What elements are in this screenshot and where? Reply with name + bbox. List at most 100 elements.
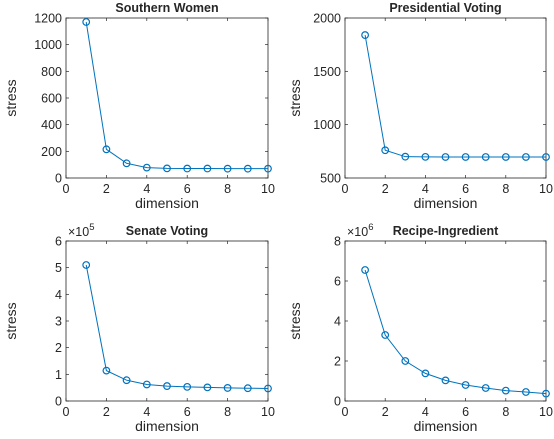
y-tick-label: 6: [334, 275, 341, 289]
x-tick-label: 0: [342, 405, 349, 419]
chart-panel: 0 2 4 6 8 10 500 1000 1500 2000 Presidential Votin…: [287, 1, 553, 211]
data-point: [361, 266, 370, 274]
x-tick-label: 2: [103, 182, 110, 196]
data-point: [203, 164, 212, 173]
data-point: [401, 152, 410, 161]
x-tick-label: 8: [502, 182, 509, 196]
chart-title: Senate Voting: [126, 224, 208, 238]
y-axis-label: stress: [287, 302, 303, 339]
y-axis-label: stress: [287, 79, 303, 116]
axes-frame: [65, 240, 269, 402]
data-point: [122, 376, 131, 385]
x-axis-label: dimension: [135, 195, 199, 211]
y-tick-label: 0: [334, 395, 341, 409]
x-tick-label: 8: [224, 405, 231, 419]
y-tick-label: 5: [55, 261, 62, 275]
data-point: [163, 164, 171, 173]
data-point: [461, 153, 470, 161]
data-point: [501, 153, 510, 161]
x-tick-label: 6: [184, 405, 191, 419]
x-tick-label: 6: [462, 182, 469, 196]
data-point: [461, 381, 470, 389]
y-tick-label: 4: [55, 288, 62, 302]
y-tick-label: 6: [55, 235, 62, 249]
y-tick-label: 500: [320, 172, 341, 186]
chart-panel: 0 2 4 6 8 10 0 1 2 3 4 5 6 ×105 Senate Voting dimension…: [3, 222, 275, 434]
data-point: [82, 18, 91, 26]
axes-frame: [344, 17, 547, 179]
axis-exponent-power: 6: [368, 222, 373, 233]
x-tick-label: 8: [224, 182, 231, 196]
chart-panel: 0 2 4 6 8 10 0 2 4 6 8 ×106 Recipe-Ingredient dimensi…: [287, 222, 553, 434]
x-tick-label: 0: [63, 182, 70, 196]
y-tick-label: 2: [334, 355, 341, 369]
x-axis-label: dimension: [414, 195, 478, 211]
axis-exponent: ×105: [68, 222, 95, 239]
x-tick-label: 4: [422, 405, 429, 419]
y-axis-label: stress: [3, 302, 19, 339]
data-point: [542, 153, 550, 161]
data-point: [264, 164, 272, 173]
y-tick-label: 0: [55, 172, 62, 186]
x-axis-label: dimension: [135, 418, 199, 434]
x-tick-label: 10: [261, 182, 275, 196]
x-tick-label: 4: [143, 182, 150, 196]
data-point: [243, 384, 252, 393]
data-point: [203, 383, 212, 392]
data-point: [381, 146, 390, 155]
y-tick-label: 3: [55, 315, 62, 329]
chart-panel: 0 2 4 6 8 10 0 200 400 600 800 1000 1200 Southern Wom…: [3, 1, 275, 211]
data-point: [481, 384, 490, 392]
x-axis-label: dimension: [414, 418, 478, 434]
data-point: [82, 261, 91, 269]
data-point: [441, 153, 450, 161]
y-axis-label: stress: [3, 79, 19, 116]
data-point: [522, 153, 530, 161]
axes-frame: [65, 17, 269, 179]
data-point: [361, 31, 370, 39]
y-tick-label: 400: [41, 118, 62, 132]
x-tick-label: 10: [261, 405, 275, 419]
data-point: [183, 164, 192, 173]
x-tick-label: 6: [462, 405, 469, 419]
data-point: [223, 164, 232, 173]
data-point: [401, 357, 410, 365]
x-tick-label: 6: [184, 182, 191, 196]
y-tick-label: 2: [55, 341, 62, 355]
x-tick-label: 4: [143, 405, 150, 419]
data-point: [183, 382, 192, 391]
y-tick-label: 8: [334, 235, 341, 249]
data-point: [142, 163, 151, 172]
y-tick-label: 1000: [313, 118, 341, 132]
data-point: [102, 145, 111, 154]
y-tick-label: 2000: [313, 12, 341, 26]
x-tick-label: 2: [382, 182, 389, 196]
data-point: [381, 331, 390, 339]
series-line: [85, 264, 269, 389]
data-point: [223, 384, 232, 392]
data-point: [122, 159, 131, 168]
data-point: [441, 376, 450, 385]
y-tick-label: 0: [55, 395, 62, 409]
x-tick-label: 4: [422, 182, 429, 196]
x-tick-label: 0: [63, 405, 70, 419]
data-point: [542, 389, 550, 398]
data-point: [481, 153, 490, 161]
y-tick-label: 1500: [313, 65, 341, 79]
x-tick-label: 0: [342, 182, 349, 196]
x-tick-label: 10: [539, 182, 553, 196]
y-tick-label: 1200: [34, 12, 62, 26]
y-tick-label: 1000: [34, 38, 62, 52]
x-tick-label: 8: [502, 405, 509, 419]
chart-title: Presidential Voting: [389, 1, 501, 15]
data-point: [102, 366, 111, 375]
y-tick-label: 600: [41, 92, 62, 106]
x-tick-label: 2: [382, 405, 389, 419]
y-tick-label: 800: [41, 65, 62, 79]
data-point: [501, 386, 510, 395]
chart-title: Recipe-Ingredient: [393, 224, 499, 238]
series-line: [364, 34, 546, 158]
data-point: [522, 388, 530, 396]
x-tick-label: 2: [103, 405, 110, 419]
